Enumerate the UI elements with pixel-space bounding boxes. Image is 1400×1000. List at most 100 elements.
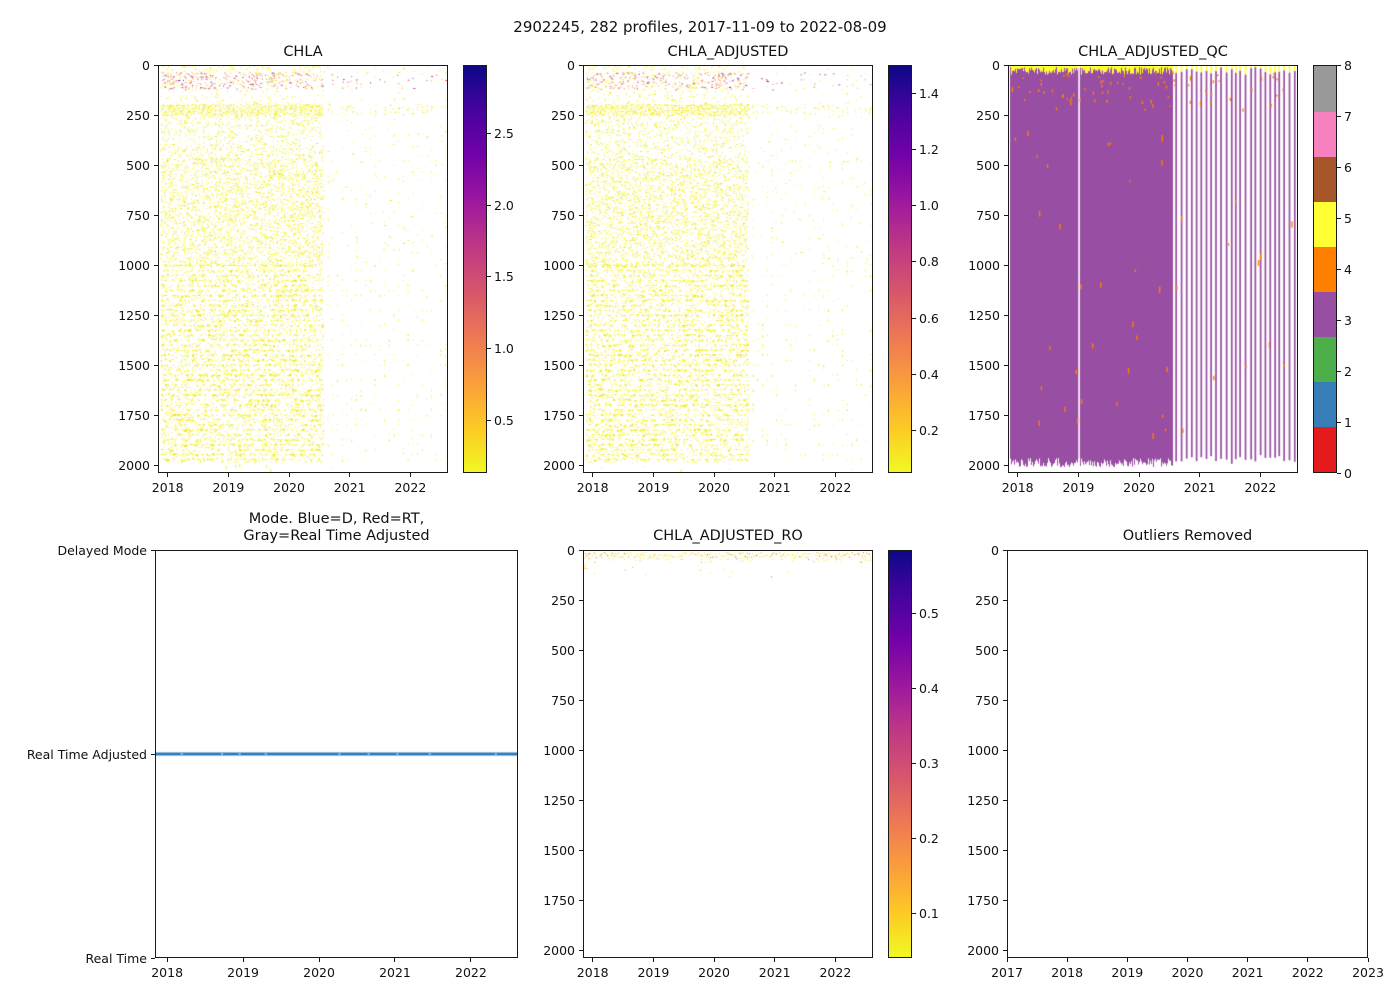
chla_adjusted-x-ticklabel: 2018 [576,480,609,495]
chla_adjusted_ro-colorbar-tickmark [912,837,916,839]
chla_adjusted_qc-colorbar-ticklabel: 2 [1344,363,1352,379]
chla-y-ticklabel: 1000 [118,257,150,273]
chla_adjusted_qc-x-ticklabel: 2020 [1123,480,1155,495]
chla-y-ticklabel: 750 [126,207,150,223]
chla_adjusted-colorbar-tickmark [912,261,916,263]
mode-y-tickmark [151,549,155,551]
outliers_removed-x-ticklabel: 2019 [1111,965,1144,980]
chla_adjusted_qc-colorbar-tickmark [1337,166,1341,168]
chla-x-tickmark [349,473,351,477]
outliers_removed-y-tickmark [1003,949,1007,951]
chla_adjusted_ro-y-tickmark [579,699,583,701]
chla_adjusted-y-tickmark [579,64,583,66]
chla_adjusted-x-tickmark [652,473,654,477]
outliers_removed-y-ticklabel: 1500 [967,842,999,858]
chla_adjusted_ro-x-tickmark [713,958,715,962]
chla-y-tickmark [154,414,158,416]
chla_adjusted-x-tickmark [834,473,836,477]
chla-adjusted-data-canvas [584,66,872,472]
outliers_removed-x-ticklabel: 2021 [1231,965,1264,980]
chla-x-tickmark [227,473,229,477]
chla_adjusted_qc-x-ticklabel: 2022 [1244,480,1277,495]
chla_adjusted_ro-x-tickmark [652,958,654,962]
chla_adjusted-colorbar-tickmark [912,92,916,94]
chla_adjusted-x-ticklabel: 2021 [758,480,791,495]
chla-colorbar-tickmark [487,204,491,206]
chla_adjusted_qc-colorbar-seg-5 [1314,201,1336,247]
outliers_removed-x-tickmark [1126,958,1128,962]
chla-adjusted-axes [583,65,873,473]
outliers_removed-x-tickmark [1247,958,1249,962]
chla-x-tickmark [288,473,290,477]
chla_adjusted_qc-colorbar-tickmark [1337,472,1341,474]
chla_adjusted-y-tickmark [579,114,583,116]
chla-y-tickmark [154,64,158,66]
chla_adjusted_ro-x-ticklabel: 2020 [698,965,730,980]
outliers_removed-y-ticklabel: 1250 [967,792,999,808]
outliers-removed-plot-title: Outliers Removed [1122,528,1253,544]
chla_adjusted-y-tickmark [579,314,583,316]
chla-y-ticklabel: 0 [142,57,150,73]
outliers_removed-x-tickmark [1367,958,1369,962]
chla_adjusted_qc-y-ticklabel: 750 [976,207,1000,223]
chla_adjusted_qc-colorbar-ticklabel: 4 [1344,261,1352,277]
chla_adjusted_qc-x-ticklabel: 2019 [1062,480,1095,495]
outliers_removed-y-ticklabel: 250 [975,592,999,608]
chla-y-tickmark [154,464,158,466]
chla_adjusted_qc-y-ticklabel: 1250 [968,307,1000,323]
chla_adjusted-colorbar-tickmark [912,317,916,319]
chla_adjusted-colorbar-tickmark [912,148,916,150]
chla_adjusted_ro-colorbar-tickmark [912,762,916,764]
outliers_removed-x-tickmark [1187,958,1188,962]
chla_adjusted_qc-y-tickmark [1004,414,1008,416]
chla_adjusted_qc-colorbar-ticklabel: 0 [1344,465,1352,481]
chla_adjusted_qc-colorbar-ticklabel: 6 [1344,159,1352,175]
mode-data-canvas [156,551,517,957]
chla_adjusted_qc-colorbar-seg-1 [1314,381,1336,428]
chla_adjusted-x-ticklabel: 2022 [819,480,852,495]
chla_adjusted_qc-colorbar-seg-0 [1314,426,1336,473]
chla_adjusted_ro-colorbar-ticklabel: 0.2 [919,830,939,846]
chla_adjusted_ro-y-tickmark [579,549,583,551]
chla_adjusted_ro-x-tickmark [774,958,776,962]
outliers_removed-y-tickmark [1003,749,1007,751]
chla_adjusted-colorbar-ticklabel: 1.0 [919,198,939,214]
chla-y-ticklabel: 1250 [118,307,150,323]
chla_adjusted_qc-y-tickmark [1004,264,1008,266]
chla-colorbar-ticklabel: 2.5 [494,126,514,142]
chla_adjusted-y-ticklabel: 0 [567,57,575,73]
chla_adjusted_qc-x-ticklabel: 2021 [1183,480,1216,495]
chla_adjusted_qc-colorbar-seg-7 [1314,111,1336,157]
chla_adjusted-y-tickmark [579,264,583,266]
chla-x-ticklabel: 2021 [333,480,366,495]
chla_adjusted_qc-x-tickmark [1077,473,1079,477]
chla_adjusted-y-ticklabel: 750 [551,207,575,223]
chla_adjusted-colorbar-ticklabel: 0.6 [919,310,939,326]
chla_adjusted_qc-y-ticklabel: 500 [976,157,1000,173]
chla_adjusted_qc-x-tickmark [1259,473,1261,477]
chla_adjusted_qc-x-tickmark [1199,473,1201,477]
chla_adjusted_qc-y-tickmark [1004,364,1008,366]
chla_adjusted_ro-y-tickmark [579,599,583,601]
chla_adjusted_qc-y-ticklabel: 2000 [968,457,1000,473]
chla_adjusted_qc-x-tickmark [1138,473,1140,477]
chla_adjusted-x-tickmark [713,473,715,477]
chla_adjusted_ro-colorbar-tickmark [912,613,916,615]
outliers_removed-x-tickmark [1066,958,1068,962]
chla_adjusted_qc-colorbar-seg-6 [1314,156,1336,202]
chla_adjusted_qc-colorbar-seg-4 [1314,246,1336,293]
chla_adjusted-y-ticklabel: 1000 [543,257,575,273]
chla_adjusted_ro-y-tickmark [579,849,583,851]
chla_adjusted-x-ticklabel: 2020 [698,480,730,495]
mode-x-ticklabel: 2019 [227,965,259,980]
outliers_removed-x-ticklabel: 2018 [1051,965,1084,980]
chla-x-ticklabel: 2019 [212,480,245,495]
chla_adjusted_ro-x-ticklabel: 2021 [758,965,791,980]
chla_adjusted-colorbar-ticklabel: 1.2 [919,141,939,157]
chla_adjusted_qc-colorbar-tickmark [1337,268,1341,270]
chla_adjusted_qc-colorbar-ticklabel: 5 [1344,210,1352,226]
chla_adjusted-colorbar-ticklabel: 1.4 [919,85,939,101]
mode-axes [155,550,518,958]
mode-x-ticklabel: 2021 [379,965,411,980]
